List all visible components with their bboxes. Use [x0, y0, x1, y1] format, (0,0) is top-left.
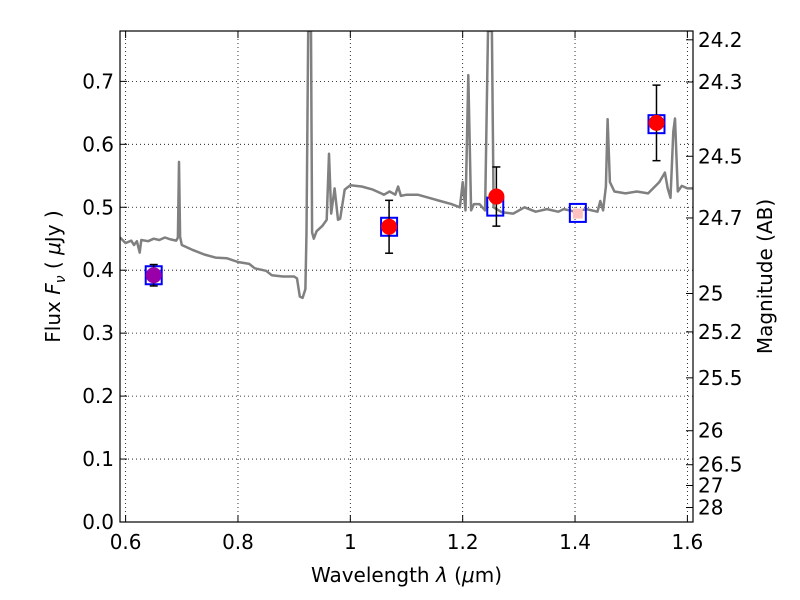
y-tick-label: 0.4 [82, 258, 114, 282]
axes: 0.6 0.8 1 1.2 1.4 1.6 0.0 0.1 0.2 0.3 0.4 0.5 0.6 0.7… [82, 28, 742, 554]
observed-flux-point [145, 267, 162, 284]
y-tick-label: 0.7 [82, 69, 114, 93]
model-flux-square [568, 202, 587, 223]
observed-flux-point [381, 218, 398, 235]
y-axis-label: Flux Fν ( μJy ) [41, 210, 69, 342]
right-axis-label: Magnitude (AB) [753, 199, 777, 354]
x-tick-label: 1.4 [559, 530, 591, 554]
y-tick-label: 0.5 [82, 195, 114, 219]
y-tick-label: 0.6 [82, 132, 114, 156]
x-tick-label: 0.6 [110, 530, 142, 554]
model-spectrum-line [120, 31, 693, 300]
grid [120, 31, 693, 522]
right-tick-label: 24.2 [698, 28, 743, 52]
right-tick-label: 24.5 [698, 144, 743, 168]
right-tick-label: 25.2 [698, 320, 743, 344]
x-tick-label: 0.8 [222, 530, 254, 554]
right-tick-label: 28 [698, 496, 723, 520]
x-tick-label: 1.2 [447, 530, 479, 554]
right-tick-label: 25.5 [698, 366, 743, 390]
y-tick-label: 0.1 [82, 447, 114, 471]
right-tick-label: 26 [698, 419, 723, 443]
y-tick-label: 0.3 [82, 321, 114, 345]
x-tick-label: 1.6 [671, 530, 703, 554]
plot-frame [119, 30, 694, 523]
right-tick-label: 26.5 [698, 453, 743, 477]
right-tick-label: 25 [698, 281, 723, 305]
right-tick-label: 27 [698, 473, 723, 497]
observed-flux-point [572, 208, 583, 219]
x-axis-label: Wavelength λ (μm) [311, 563, 502, 587]
y-tick-label: 0.2 [82, 384, 114, 408]
y-tick-label: 0.0 [82, 510, 114, 534]
plot-area [120, 31, 693, 300]
observed-flux-point [488, 188, 505, 205]
right-tick-label: 24.7 [698, 206, 743, 230]
x-tick-label: 1 [344, 530, 357, 554]
observed-flux-point [648, 114, 665, 131]
right-tick-label: 24.3 [698, 70, 743, 94]
